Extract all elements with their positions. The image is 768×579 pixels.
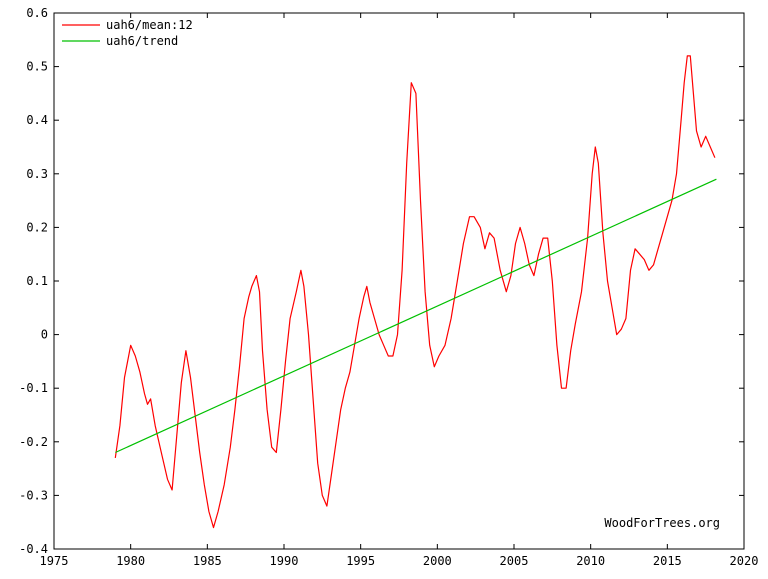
y-tick-label: 0.6 [26, 6, 48, 20]
x-axis: 1975 1980 1985 1990 1995 2000 2005 2010 2015 2020 [40, 13, 759, 568]
legend-label: uah6/mean:12 [106, 18, 193, 32]
x-tick-label: 1995 [346, 554, 375, 568]
y-tick-label: -0.4 [19, 542, 48, 556]
y-tick-label: 0.3 [26, 167, 48, 181]
x-tick-label: 1980 [116, 554, 145, 568]
x-tick-label: 2000 [423, 554, 452, 568]
series-layer [114, 55, 717, 529]
y-tick-label: -0.1 [19, 381, 48, 395]
plot-area [53, 12, 745, 550]
y-tick-label: 0.2 [26, 220, 48, 234]
y-axis: -0.4 -0.3 -0.2 -0.1 0 0.1 0.2 0.3 0.4 0.5 0.6 [19, 6, 744, 556]
series-line-trend [115, 178, 717, 454]
y-tick-label: -0.2 [19, 435, 48, 449]
watermark-label: WoodForTrees.org [604, 516, 720, 530]
x-tick-label: 1975 [40, 554, 69, 568]
y-tick-label: 0 [41, 328, 48, 342]
x-tick-label: 2015 [653, 554, 682, 568]
legend-label: uah6/trend [106, 34, 178, 48]
x-tick-label: 2020 [730, 554, 759, 568]
y-tick-label: 0.1 [26, 274, 48, 288]
x-tick-label: 2010 [576, 554, 605, 568]
y-tick-label: 0.5 [26, 60, 48, 74]
x-tick-label: 2005 [500, 554, 529, 568]
legend: uah6/mean:12 uah6/trend [62, 18, 193, 48]
y-tick-label: -0.3 [19, 488, 48, 502]
series-line-mean [114, 55, 716, 529]
y-tick-label: 0.4 [26, 113, 48, 127]
x-tick-label: 1985 [193, 554, 222, 568]
x-tick-label: 1990 [270, 554, 299, 568]
